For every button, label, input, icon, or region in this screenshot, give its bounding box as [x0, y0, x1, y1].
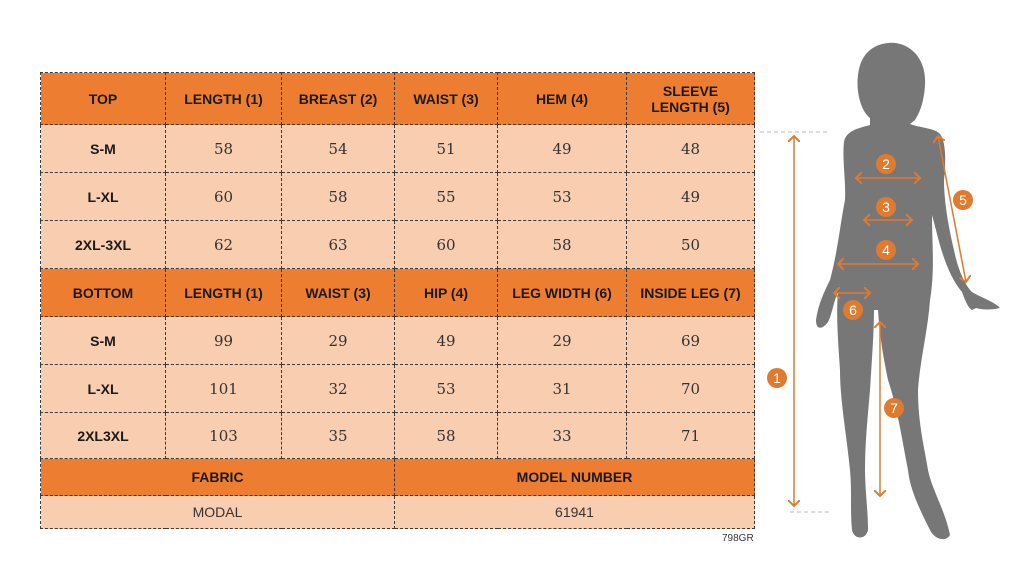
model-number-label: MODEL NUMBER [394, 458, 755, 496]
table-row: L-XL 101 32 53 31 70 [40, 364, 755, 413]
table-row: 2XL-3XL 62 63 60 58 50 [40, 220, 755, 269]
size-cell: 2XL3XL [40, 412, 166, 459]
svg-text:3: 3 [882, 199, 890, 215]
value-cell: 29 [497, 316, 627, 365]
value-cell: 60 [165, 172, 282, 221]
header-cell: BREAST (2) [281, 72, 395, 125]
value-cell: 49 [497, 124, 627, 173]
svg-text:5: 5 [959, 192, 967, 208]
value-cell: 48 [626, 124, 755, 173]
svg-text:6: 6 [849, 302, 857, 318]
header-cell: LENGTH (1) [165, 72, 282, 125]
marker-2: 2 [876, 154, 896, 174]
svg-text:1: 1 [773, 370, 781, 386]
svg-text:4: 4 [882, 242, 890, 258]
body-measurement-figure: 1 2 3 4 5 6 7 [760, 42, 1000, 540]
header-cell: SLEEVE LENGTH (5) [626, 72, 755, 125]
value-cell: 29 [281, 316, 395, 365]
value-cell: 53 [394, 364, 498, 413]
table-row: 2XL3XL 103 35 58 33 71 [40, 412, 755, 459]
size-chart-table: TOP LENGTH (1) BREAST (2) WAIST (3) HEM … [40, 72, 755, 529]
value-cell: 70 [626, 364, 755, 413]
info-row: MODAL 61941 [40, 495, 755, 529]
value-cell: 58 [497, 220, 627, 269]
marker-6: 6 [843, 300, 863, 320]
table-row: S-M 58 54 51 49 48 [40, 124, 755, 173]
value-cell: 58 [281, 172, 395, 221]
value-cell: 101 [165, 364, 282, 413]
table-row: S-M 99 29 49 29 69 [40, 316, 755, 365]
top-header-row: TOP LENGTH (1) BREAST (2) WAIST (3) HEM … [40, 72, 755, 125]
value-cell: 49 [626, 172, 755, 221]
value-cell: 62 [165, 220, 282, 269]
value-cell: 71 [626, 412, 755, 459]
value-cell: 99 [165, 316, 282, 365]
value-cell: 58 [165, 124, 282, 173]
marker-5: 5 [953, 190, 973, 210]
header-cell: BOTTOM [40, 268, 166, 317]
marker-3: 3 [876, 197, 896, 217]
value-cell: 50 [626, 220, 755, 269]
model-number-value: 61941 [394, 495, 755, 529]
size-cell: L-XL [40, 364, 166, 413]
value-cell: 49 [394, 316, 498, 365]
size-cell: 2XL-3XL [40, 220, 166, 269]
value-cell: 32 [281, 364, 395, 413]
marker-1: 1 [767, 368, 787, 388]
header-cell: TOP [40, 72, 166, 125]
header-cell: LEG WIDTH (6) [497, 268, 627, 317]
header-cell: HEM (4) [497, 72, 627, 125]
bottom-header-row: BOTTOM LENGTH (1) WAIST (3) HIP (4) LEG … [40, 268, 755, 317]
fabric-value: MODAL [40, 495, 395, 529]
value-cell: 53 [497, 172, 627, 221]
size-cell: S-M [40, 316, 166, 365]
header-cell: LENGTH (1) [165, 268, 282, 317]
value-cell: 63 [281, 220, 395, 269]
svg-text:7: 7 [890, 400, 898, 416]
value-cell: 55 [394, 172, 498, 221]
value-cell: 35 [281, 412, 395, 459]
header-cell: INSIDE LEG (7) [626, 268, 755, 317]
fabric-label: FABRIC [40, 458, 395, 496]
header-cell: WAIST (3) [281, 268, 395, 317]
value-cell: 33 [497, 412, 627, 459]
value-cell: 103 [165, 412, 282, 459]
info-header-row: FABRIC MODEL NUMBER [40, 458, 755, 496]
svg-text:2: 2 [882, 156, 890, 172]
marker-4: 4 [876, 240, 896, 260]
value-cell: 69 [626, 316, 755, 365]
header-cell: WAIST (3) [394, 72, 498, 125]
value-cell: 54 [281, 124, 395, 173]
header-cell: HIP (4) [394, 268, 498, 317]
value-cell: 31 [497, 364, 627, 413]
size-cell: S-M [40, 124, 166, 173]
silhouette-icon [816, 42, 1000, 540]
size-cell: L-XL [40, 172, 166, 221]
table-row: L-XL 60 58 55 53 49 [40, 172, 755, 221]
value-cell: 60 [394, 220, 498, 269]
marker-7: 7 [884, 398, 904, 418]
product-code: 798GR [722, 533, 754, 544]
value-cell: 58 [394, 412, 498, 459]
value-cell: 51 [394, 124, 498, 173]
